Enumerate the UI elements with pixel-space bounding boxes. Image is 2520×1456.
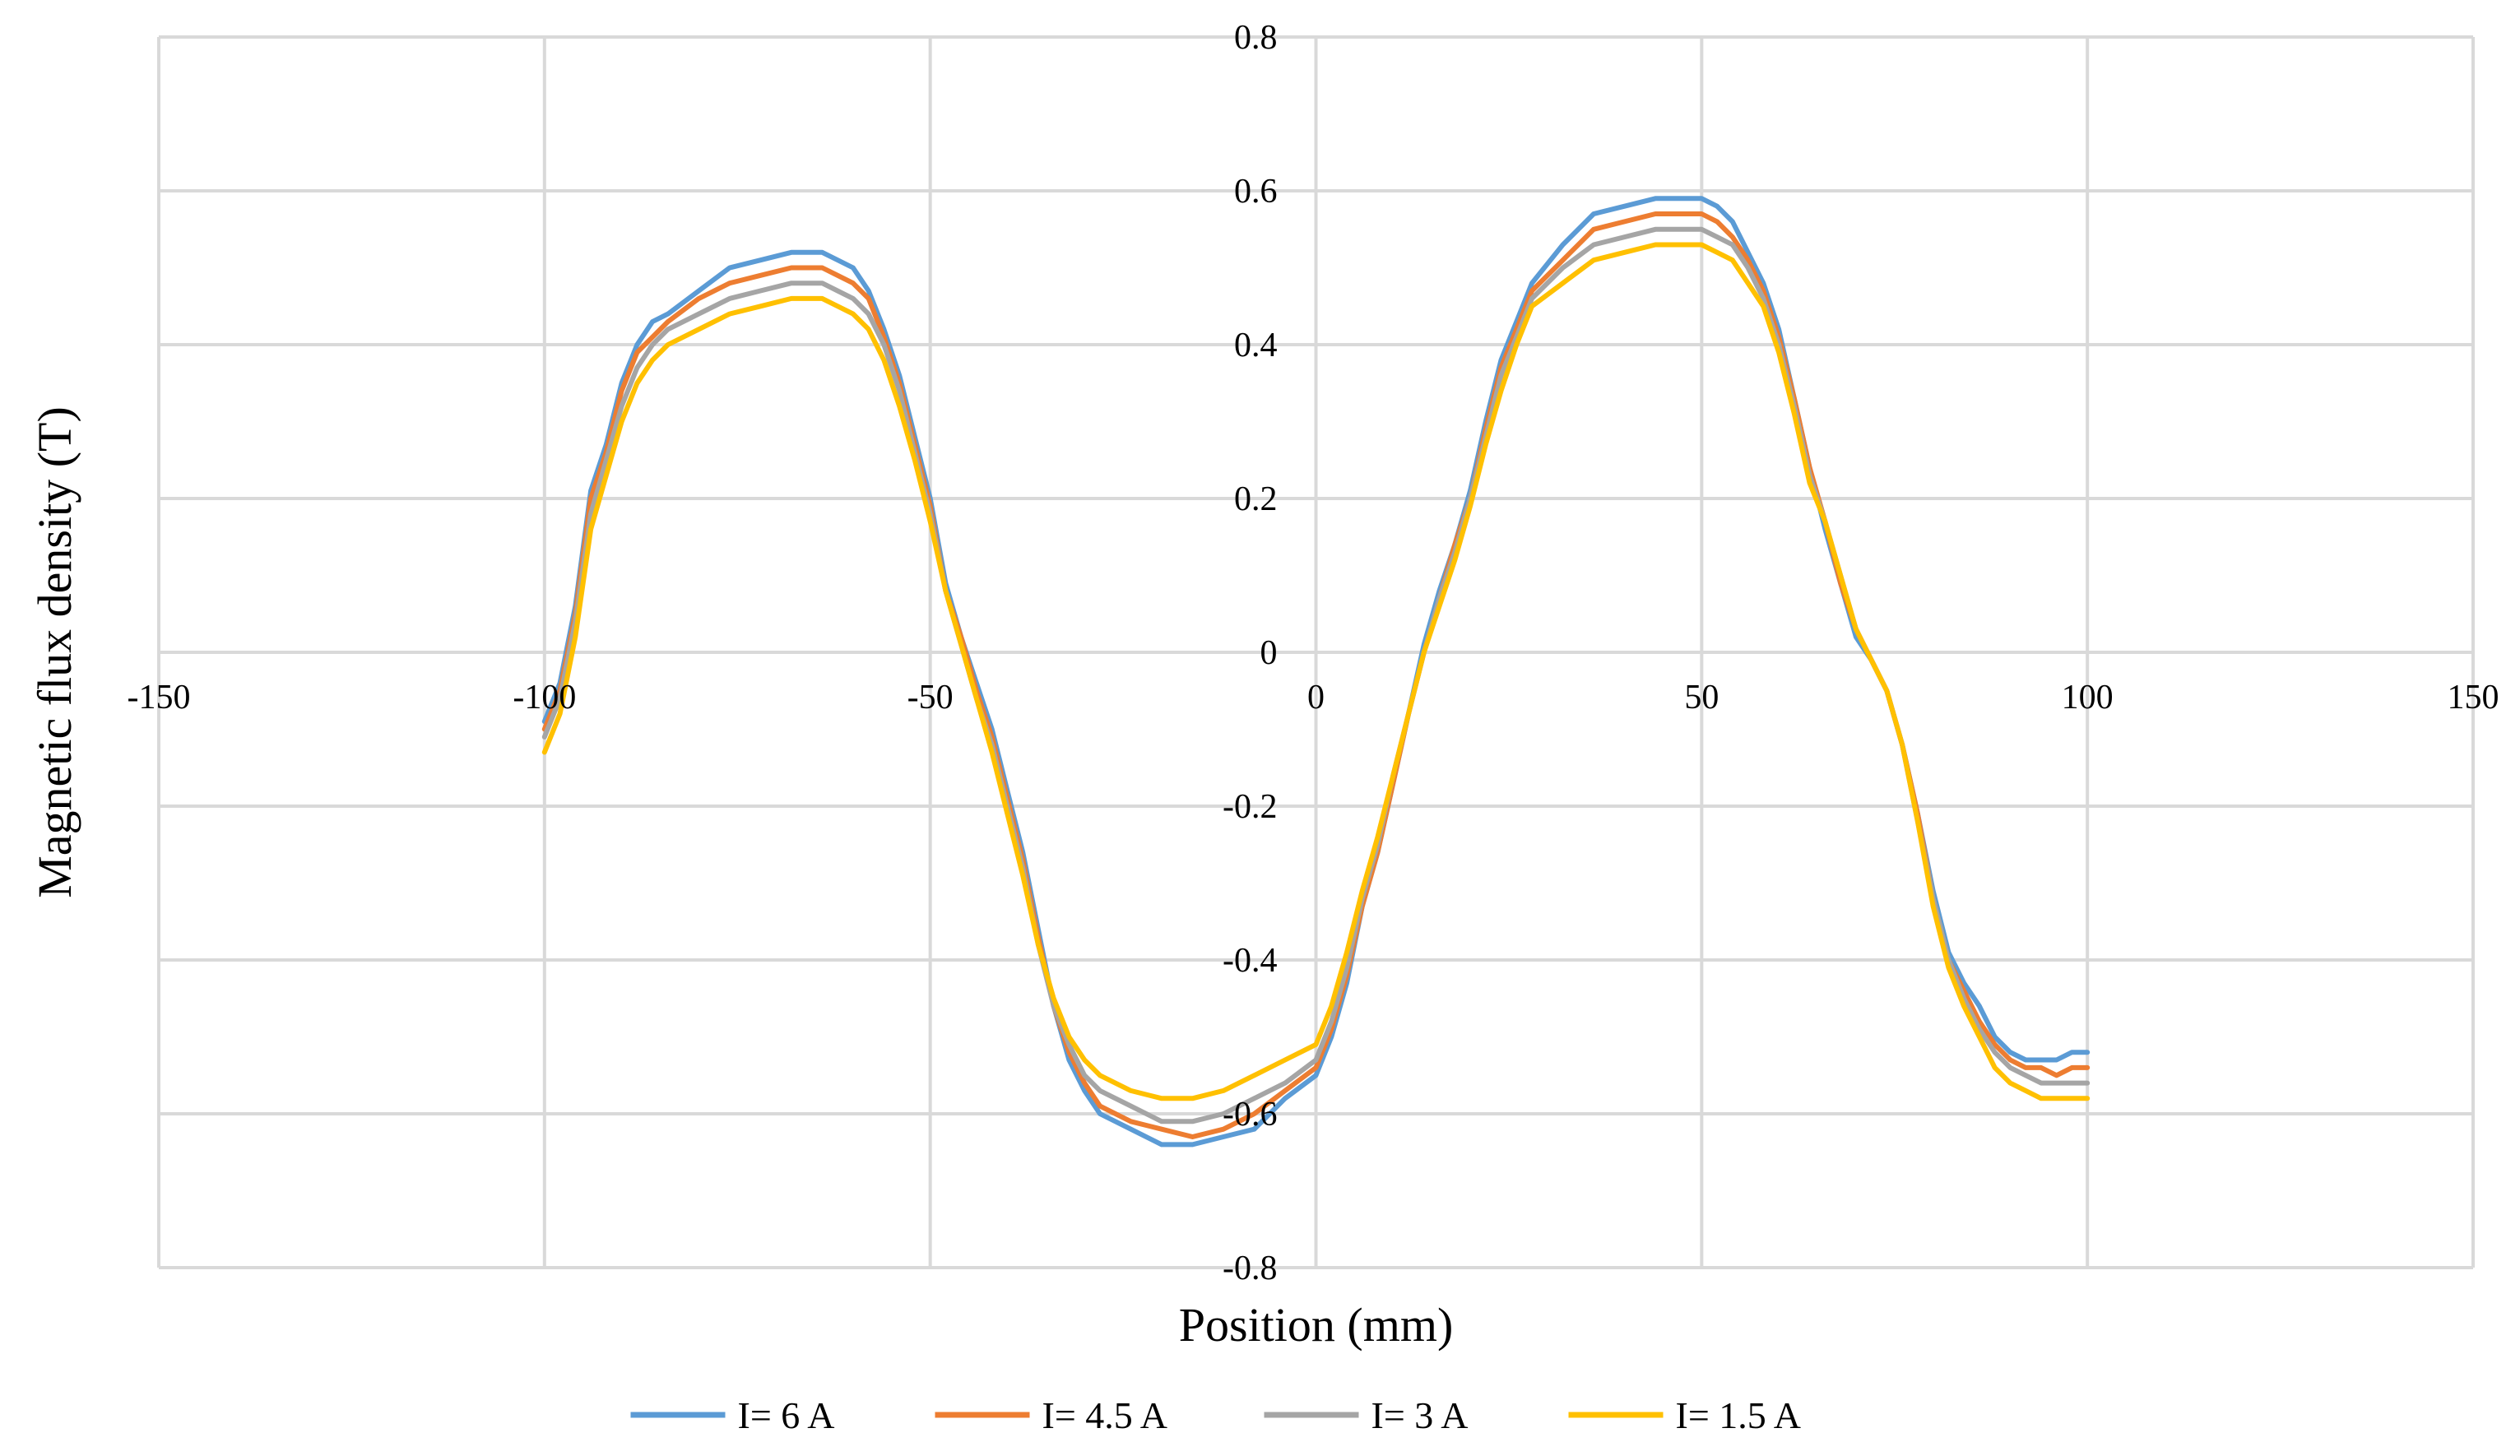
- y-tick-label: -0.6: [1223, 1096, 1278, 1134]
- y-tick-label: 0.6: [1234, 173, 1278, 211]
- y-tick-label: -0.4: [1223, 942, 1278, 980]
- legend-label: I= 6 A: [738, 1394, 835, 1436]
- y-axis-title: Magnetic flux density (T): [28, 406, 81, 898]
- axes: [159, 37, 2473, 1268]
- legend: I= 6 A I= 4.5 A I= 3 A I= 1.5 A: [630, 1394, 1801, 1436]
- y-tick-label: 0: [1260, 634, 1278, 672]
- x-tick-label: 50: [1684, 679, 1719, 716]
- x-tick-label: 150: [2448, 679, 2499, 716]
- x-tick-label: -150: [128, 679, 191, 716]
- y-tick-label: -0.8: [1223, 1250, 1278, 1287]
- y-tick-label: -0.2: [1223, 788, 1278, 826]
- legend-label: I= 3 A: [1371, 1394, 1469, 1436]
- x-tick-label: 100: [2062, 679, 2114, 716]
- x-tick-label: -100: [513, 679, 576, 716]
- x-tick-labels: -150 -100 -50 0 50 100 150: [128, 679, 2499, 716]
- y-tick-label: 0.2: [1234, 480, 1278, 518]
- legend-label: I= 1.5 A: [1676, 1394, 1801, 1436]
- x-tick-label: -50: [907, 679, 954, 716]
- y-tick-labels: -0.8 -0.6 -0.4 -0.2 0 0.2 0.4 0.6 0.8: [1223, 19, 1278, 1287]
- x-axis-title: Position (mm): [1179, 1298, 1454, 1352]
- series-lines: [541, 196, 2091, 1148]
- y-tick-label: 0.4: [1234, 327, 1278, 364]
- series-line-i-1.5-a: [541, 242, 2091, 1101]
- x-tick-label: 0: [1307, 679, 1325, 716]
- y-tick-label: 0.8: [1234, 19, 1278, 57]
- legend-label: I= 4.5 A: [1042, 1394, 1167, 1436]
